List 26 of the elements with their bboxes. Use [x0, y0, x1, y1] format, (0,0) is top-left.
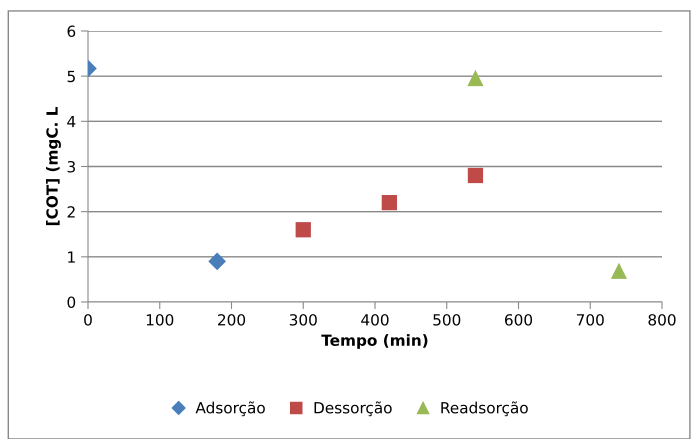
x-tick-label: 0	[84, 314, 92, 326]
point	[382, 194, 397, 210]
y-tick-label: 3	[68, 160, 75, 173]
legend-label: Readsorção	[441, 401, 528, 416]
x-tick-label: 400	[361, 314, 389, 326]
x-tick-label: 600	[504, 314, 532, 326]
y-tick-label: 6	[68, 25, 76, 38]
point	[611, 264, 627, 279]
y-axis-title: [COT] (mgC. L	[46, 107, 61, 226]
x-tick-label: 800	[648, 314, 676, 326]
x-tick-label: 700	[576, 314, 604, 326]
y-tick-label: 2	[68, 206, 75, 218]
point	[468, 168, 484, 184]
x-tick-label: 100	[146, 314, 174, 326]
y-tick-label: 1	[68, 252, 75, 263]
legend-label: Adsorção	[196, 401, 265, 416]
y-tick-label: 0	[67, 296, 76, 308]
x-tick-label: 500	[433, 314, 460, 326]
y-tick-label: 4	[67, 116, 76, 128]
x-tick-label: 300	[290, 314, 317, 326]
point	[468, 70, 484, 86]
legend-label: Dessorção	[314, 401, 392, 416]
x-tick-label: 200	[218, 314, 246, 326]
y-tick-label: 5	[68, 70, 75, 82]
x-axis-title: Tempo (min)	[321, 334, 428, 349]
point	[296, 222, 311, 238]
